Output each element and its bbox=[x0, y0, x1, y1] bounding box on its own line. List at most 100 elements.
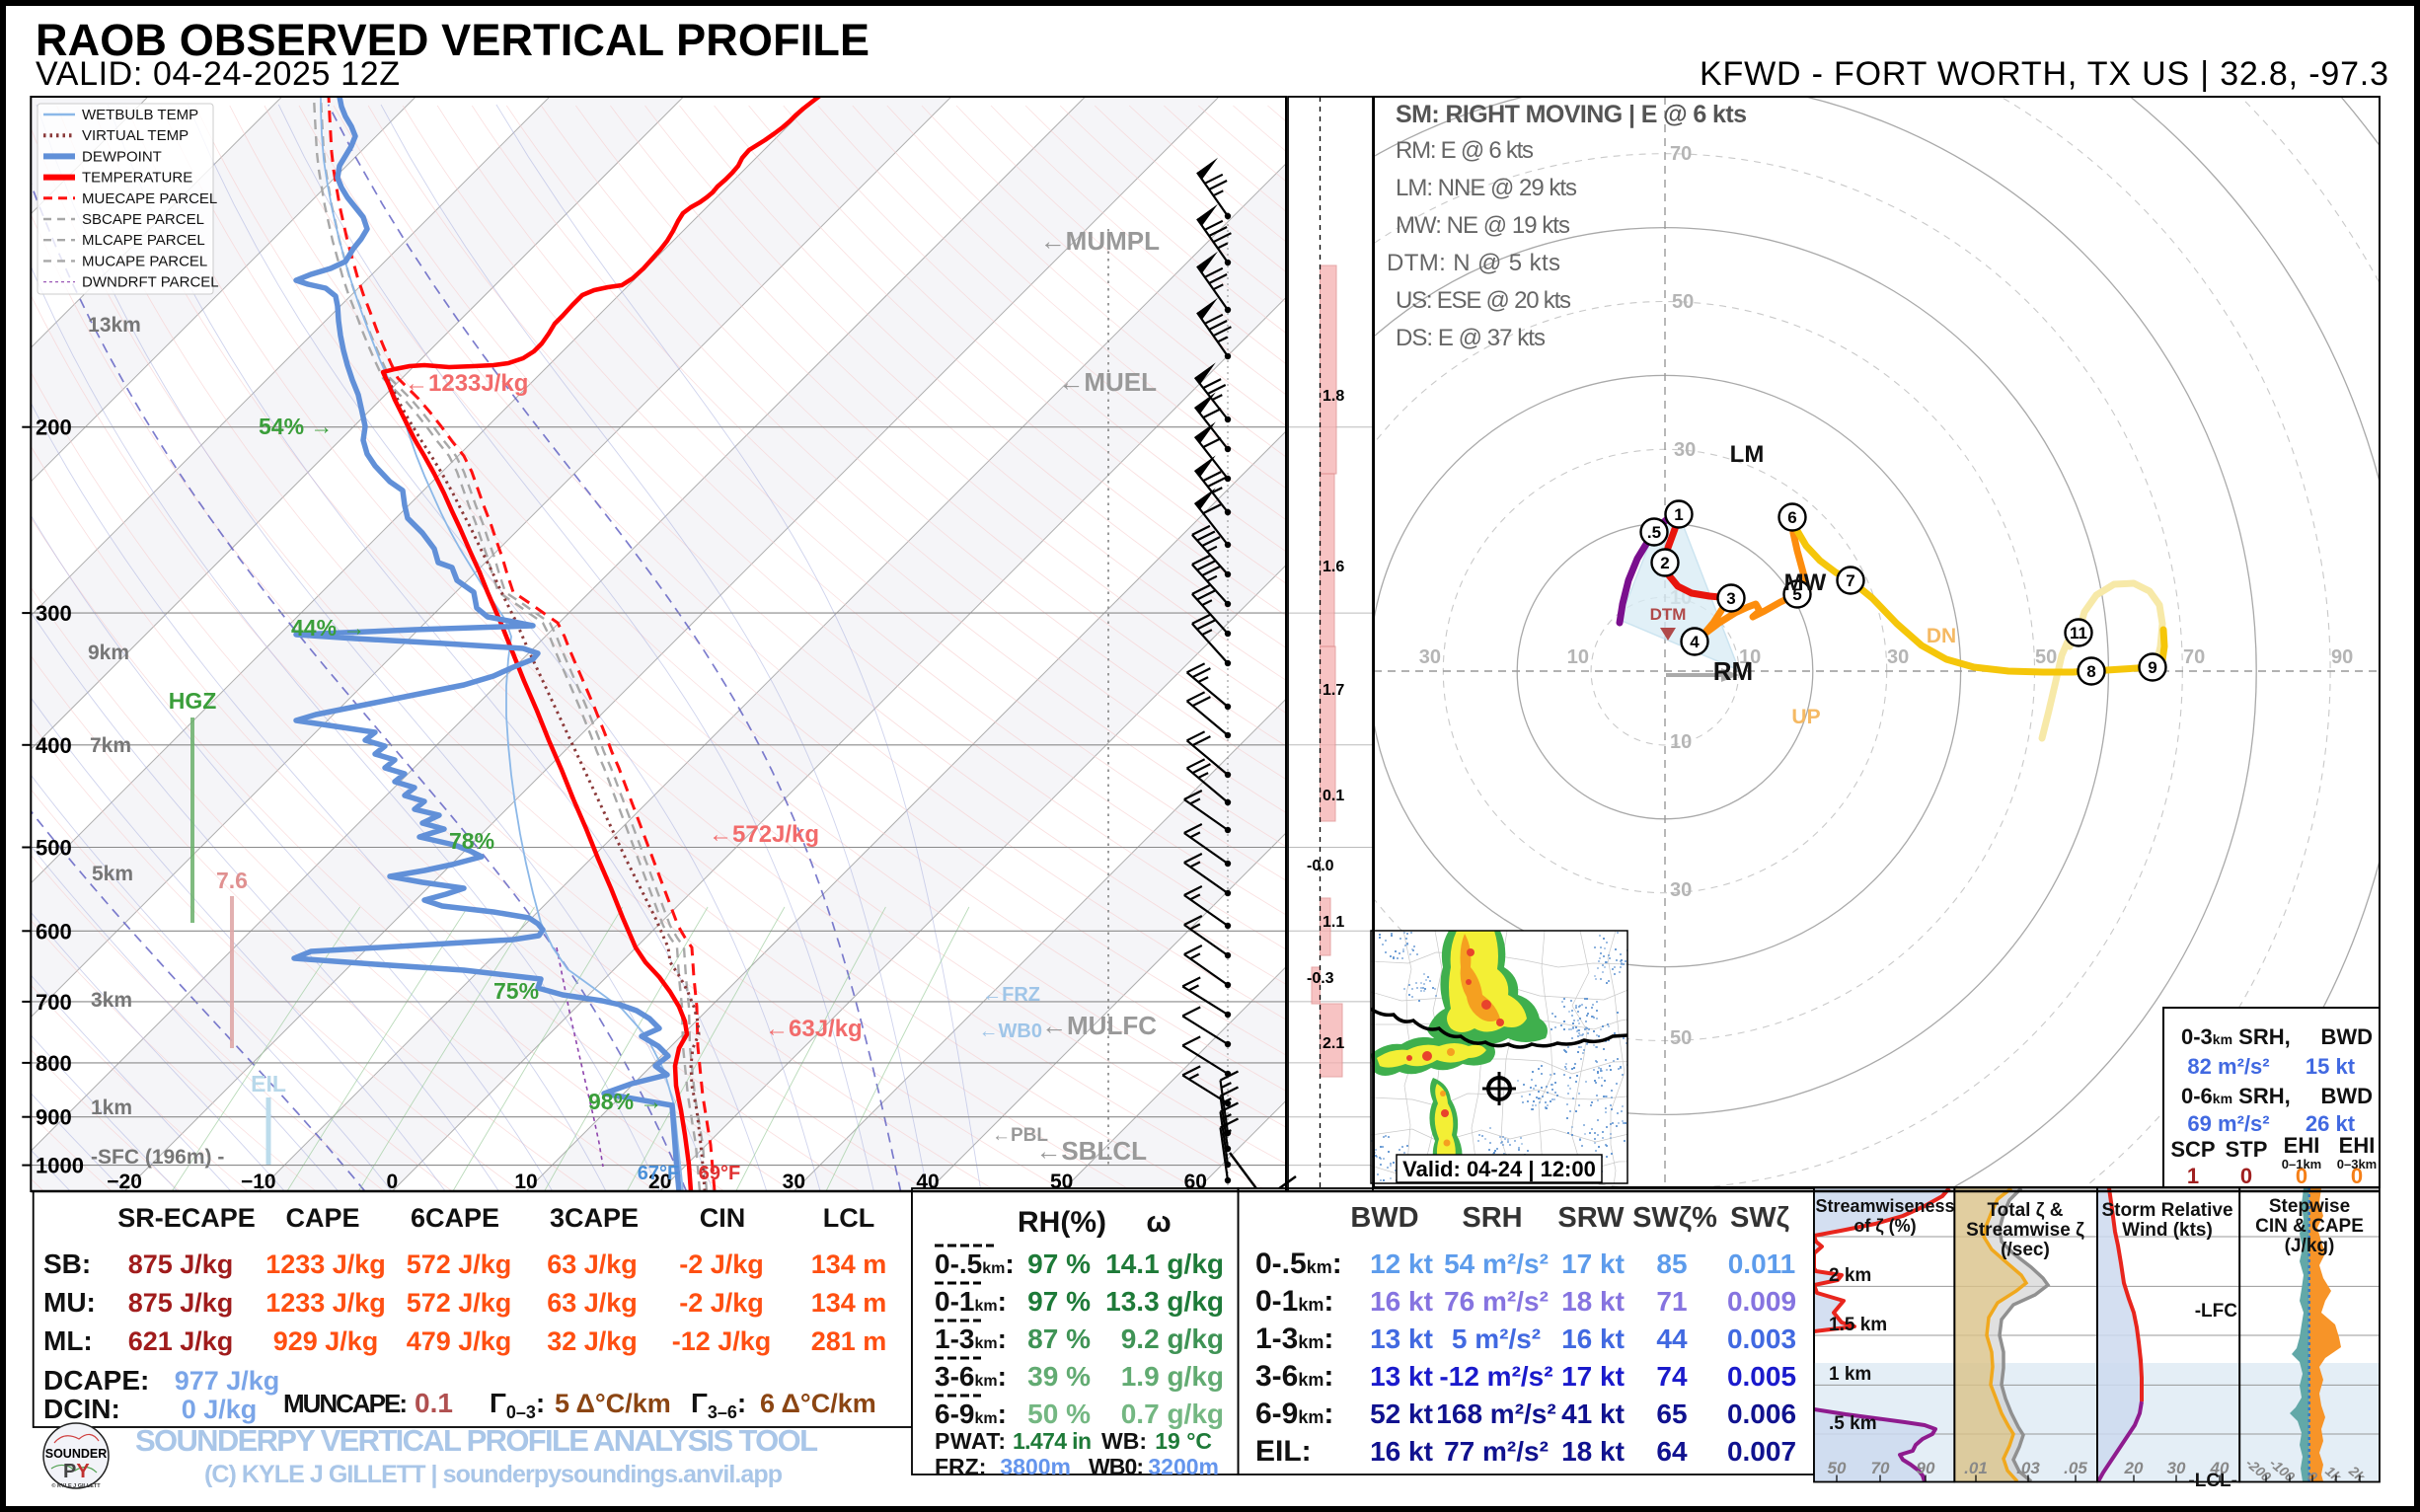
svg-text:© KYLE J GILLETT: © KYLE J GILLETT bbox=[51, 1482, 101, 1489]
svg-text:40: 40 bbox=[2210, 1459, 2230, 1477]
svg-text:EHI: EHI bbox=[2284, 1133, 2320, 1158]
svg-text:32 J/kg: 32 J/kg bbox=[547, 1326, 638, 1356]
svg-text:63 J/kg: 63 J/kg bbox=[547, 1288, 638, 1318]
svg-text:70: 70 bbox=[1871, 1459, 1890, 1477]
svg-text:←FRZ: ←FRZ bbox=[982, 984, 1040, 1006]
svg-text:0.1: 0.1 bbox=[415, 1388, 453, 1418]
svg-text:DTM: DTM bbox=[1650, 605, 1687, 624]
svg-text:3km: 3km bbox=[91, 989, 132, 1012]
svg-text:134 m: 134 m bbox=[811, 1288, 887, 1318]
svg-text:15 kt: 15 kt bbox=[2306, 1054, 2356, 1079]
svg-text:3200m: 3200m bbox=[1148, 1454, 1219, 1479]
svg-text:BWD: BWD bbox=[2320, 1084, 2373, 1108]
svg-text:3: 3 bbox=[1726, 589, 1735, 608]
svg-text:0: 0 bbox=[2351, 1164, 2363, 1188]
svg-text:5km: 5km bbox=[92, 863, 133, 885]
svg-text:←WB0: ←WB0 bbox=[979, 1021, 1042, 1042]
svg-text:HGZ: HGZ bbox=[169, 688, 217, 714]
svg-text:10: 10 bbox=[1567, 646, 1589, 668]
svg-text:LM: NNE @ 29 kts: LM: NNE @ 29 kts bbox=[1396, 175, 1577, 201]
svg-text:Total ζ &: Total ζ & bbox=[1987, 1200, 2063, 1221]
svg-text:PY: PY bbox=[63, 1461, 90, 1482]
svg-text:.05: .05 bbox=[2064, 1459, 2087, 1477]
svg-text:WB:: WB: bbox=[1101, 1428, 1147, 1454]
svg-text:30: 30 bbox=[1674, 439, 1696, 461]
svg-text:69°F: 69°F bbox=[699, 1163, 740, 1184]
svg-text:WETBULB TEMP: WETBULB TEMP bbox=[82, 107, 198, 123]
svg-text:71: 71 bbox=[1656, 1286, 1687, 1317]
svg-text:-0.3: -0.3 bbox=[1307, 970, 1334, 987]
svg-text:LM: LM bbox=[1730, 441, 1765, 468]
svg-text:Stepwise: Stepwise bbox=[2269, 1196, 2350, 1217]
svg-text:←MUMPL: ←MUMPL bbox=[1040, 226, 1160, 256]
svg-text:18 kt: 18 kt bbox=[1561, 1286, 1625, 1317]
svg-text:0–1km: 0–1km bbox=[2282, 1157, 2321, 1172]
svg-text:US: ESE @ 20 kts: US: ESE @ 20 kts bbox=[1396, 287, 1571, 314]
svg-text:0-6km SRH,: 0-6km SRH, bbox=[2181, 1084, 2291, 1108]
svg-text:300: 300 bbox=[36, 601, 72, 626]
svg-text:200: 200 bbox=[36, 416, 72, 440]
svg-text:ω: ω bbox=[1146, 1206, 1171, 1239]
svg-text:SOUNDERPY VERTICAL PROFILE ANA: SOUNDERPY VERTICAL PROFILE ANALYSIS TOOL bbox=[135, 1423, 818, 1458]
svg-text:13 kt: 13 kt bbox=[1370, 1361, 1433, 1392]
svg-text:0-1km:: 0-1km: bbox=[935, 1286, 1007, 1317]
svg-text:0.011: 0.011 bbox=[1728, 1248, 1796, 1279]
svg-text:700: 700 bbox=[36, 990, 72, 1015]
svg-text:Streamwise ζ: Streamwise ζ bbox=[1966, 1220, 2084, 1241]
svg-text:6-9km:: 6-9km: bbox=[935, 1399, 1007, 1429]
svg-text:−10: −10 bbox=[241, 1171, 276, 1193]
svg-text:1km: 1km bbox=[91, 1096, 132, 1119]
svg-text:VIRTUAL TEMP: VIRTUAL TEMP bbox=[82, 127, 189, 144]
svg-text:-12 m²/s²: -12 m²/s² bbox=[1439, 1361, 1552, 1392]
svg-text:EHI: EHI bbox=[2339, 1133, 2376, 1158]
svg-text:9: 9 bbox=[2148, 658, 2156, 677]
svg-text:0.005: 0.005 bbox=[1727, 1361, 1796, 1392]
svg-text:←1233J/kg: ←1233J/kg bbox=[405, 370, 528, 397]
svg-text:44: 44 bbox=[1656, 1323, 1688, 1354]
svg-text:SOUNDER: SOUNDER bbox=[45, 1447, 108, 1461]
svg-text:3800m: 3800m bbox=[1000, 1454, 1071, 1479]
svg-text:39 %: 39 % bbox=[1027, 1361, 1091, 1392]
svg-text:0: 0 bbox=[2240, 1164, 2252, 1188]
svg-text:KFWD - FORT WORTH, TX US | 32.: KFWD - FORT WORTH, TX US | 32.8, -97.3 bbox=[1700, 55, 2388, 93]
svg-text:-SFC (196m) -: -SFC (196m) - bbox=[91, 1146, 224, 1169]
svg-text:600: 600 bbox=[36, 919, 72, 944]
svg-text:7: 7 bbox=[1846, 571, 1854, 590]
svg-text:6-9km:: 6-9km: bbox=[1255, 1398, 1333, 1430]
svg-text:SRW: SRW bbox=[1557, 1202, 1625, 1234]
svg-text:DS: E @ 37 kts: DS: E @ 37 kts bbox=[1396, 325, 1546, 351]
svg-text:65: 65 bbox=[1656, 1399, 1687, 1429]
svg-text:RH(%): RH(%) bbox=[1018, 1206, 1106, 1239]
svg-text:.5: .5 bbox=[1647, 523, 1661, 542]
svg-text:-LCL-: -LCL- bbox=[2188, 1471, 2237, 1491]
svg-text:77 m²/s²: 77 m²/s² bbox=[1444, 1436, 1549, 1467]
svg-text:44% →: 44% → bbox=[291, 615, 365, 641]
svg-text:17 kt: 17 kt bbox=[1561, 1361, 1625, 1392]
svg-text:0-1km:: 0-1km: bbox=[1255, 1285, 1333, 1318]
svg-text:EIL: EIL bbox=[251, 1071, 286, 1096]
svg-text:30: 30 bbox=[1419, 646, 1441, 668]
svg-text:MUCAPE PARCEL: MUCAPE PARCEL bbox=[82, 253, 207, 269]
svg-text:EIL:: EIL: bbox=[1255, 1435, 1312, 1468]
svg-text:52 kt: 52 kt bbox=[1370, 1399, 1433, 1429]
svg-text:←63J/kg: ←63J/kg bbox=[765, 1016, 863, 1042]
svg-text:Valid: 04-24 | 12:00: Valid: 04-24 | 12:00 bbox=[1402, 1157, 1596, 1181]
svg-text:1-3km:: 1-3km: bbox=[935, 1323, 1007, 1354]
svg-text:400: 400 bbox=[36, 733, 72, 758]
svg-text:-2 J/kg: -2 J/kg bbox=[679, 1249, 764, 1279]
svg-text:1.5 km: 1.5 km bbox=[1829, 1315, 1887, 1335]
svg-text:1.9 g/kg: 1.9 g/kg bbox=[1121, 1361, 1224, 1392]
svg-text:SM: RIGHT MOVING | E @ 6 kts: SM: RIGHT MOVING | E @ 6 kts bbox=[1396, 101, 1747, 128]
svg-text:6 Δ°C/km: 6 Δ°C/km bbox=[760, 1389, 876, 1418]
svg-text:←572J/kg: ←572J/kg bbox=[709, 821, 819, 848]
svg-text:10: 10 bbox=[514, 1171, 537, 1193]
svg-text:MW: MW bbox=[1784, 569, 1827, 596]
svg-text:6CAPE: 6CAPE bbox=[411, 1203, 499, 1233]
svg-text:DCAPE:: DCAPE: bbox=[43, 1365, 149, 1396]
svg-text:87 %: 87 % bbox=[1027, 1323, 1091, 1354]
svg-text:Γ0–3:: Γ0–3: bbox=[490, 1388, 545, 1422]
svg-text:Streamwiseness: Streamwiseness bbox=[1815, 1196, 1954, 1216]
svg-text:0-.5km:: 0-.5km: bbox=[935, 1248, 1015, 1279]
svg-text:5 Δ°C/km: 5 Δ°C/km bbox=[555, 1389, 671, 1418]
svg-text:0: 0 bbox=[2296, 1164, 2307, 1188]
